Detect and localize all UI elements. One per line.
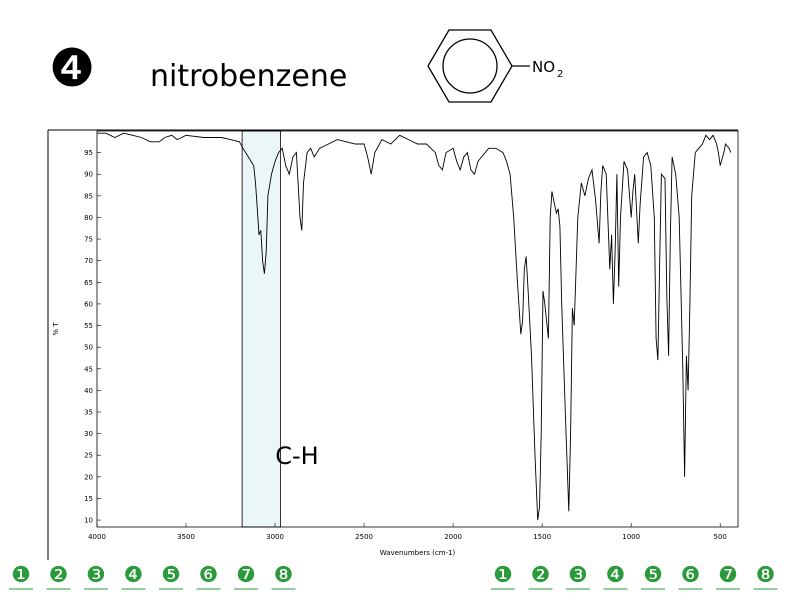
x-tick-label: 2500 (355, 533, 373, 541)
benzene-structure (427, 29, 530, 103)
y-tick-label: 75 (84, 236, 93, 244)
y-tick-label: 30 (84, 430, 93, 438)
nav-link[interactable]: ❽ (274, 563, 294, 588)
nav-link[interactable]: ❹ (124, 563, 144, 588)
nav-link[interactable]: ❼ (236, 563, 256, 588)
slide-number: ❹ (49, 39, 96, 99)
y-tick-label: 60 (84, 300, 93, 308)
x-tick-label: 2000 (444, 533, 462, 541)
y-tick-label: 80 (84, 214, 93, 222)
nav-link[interactable]: ❸ (568, 563, 588, 588)
y-tick-label: 45 (84, 365, 93, 373)
y-tick-label: 10 (84, 517, 93, 525)
nav-link[interactable]: ❽ (756, 563, 776, 588)
y-tick-label: 40 (84, 387, 93, 395)
y-tick-label: 90 (84, 171, 93, 179)
formula-subscript: 2 (557, 69, 563, 80)
formula: NO (532, 58, 555, 76)
y-tick-label: 70 (84, 257, 93, 265)
nav-link[interactable]: ❻ (199, 563, 219, 588)
spectrum-line (97, 132, 732, 521)
nav-link[interactable]: ❸ (86, 563, 106, 588)
y-tick-label: 65 (84, 279, 93, 287)
nav-link[interactable]: ❶ (11, 563, 31, 588)
nav-link[interactable]: ❺ (161, 563, 181, 588)
nav-link[interactable]: ❺ (643, 563, 663, 588)
nav-link[interactable]: ❷ (49, 563, 69, 588)
y-tick-label: 25 (84, 452, 93, 460)
x-tick-label: 3500 (177, 533, 195, 541)
nav-link[interactable]: ❹ (606, 563, 626, 588)
nav-link[interactable]: ❼ (718, 563, 738, 588)
nav-link[interactable]: ❻ (681, 563, 701, 588)
y-tick-label: 15 (84, 495, 93, 503)
x-tick-label: 1000 (622, 533, 640, 541)
y-tick-label: 20 (84, 473, 93, 481)
nav-link[interactable]: ❷ (531, 563, 551, 588)
x-tick-label: 4000 (88, 533, 106, 541)
x-tick-label: 3000 (266, 533, 284, 541)
highlight-label: C-H (275, 442, 318, 470)
plot-frame (96, 130, 739, 528)
highlight-band (241, 130, 281, 528)
y-tick-label: 35 (84, 409, 93, 417)
slide-title: nitrobenzene (150, 59, 347, 94)
x-tick-label: 500 (714, 533, 727, 541)
y-tick-label: 55 (84, 322, 93, 330)
x-tick-label: 1500 (533, 533, 551, 541)
nav-link[interactable]: ❶ (493, 563, 513, 588)
y-tick-label: 50 (84, 344, 93, 352)
y-tick-label: 95 (84, 149, 93, 157)
y-tick-label: 85 (84, 192, 93, 200)
x-axis-label: Wavenumbers (cm-1) (380, 549, 456, 557)
y-axis-label: % T (52, 322, 60, 336)
